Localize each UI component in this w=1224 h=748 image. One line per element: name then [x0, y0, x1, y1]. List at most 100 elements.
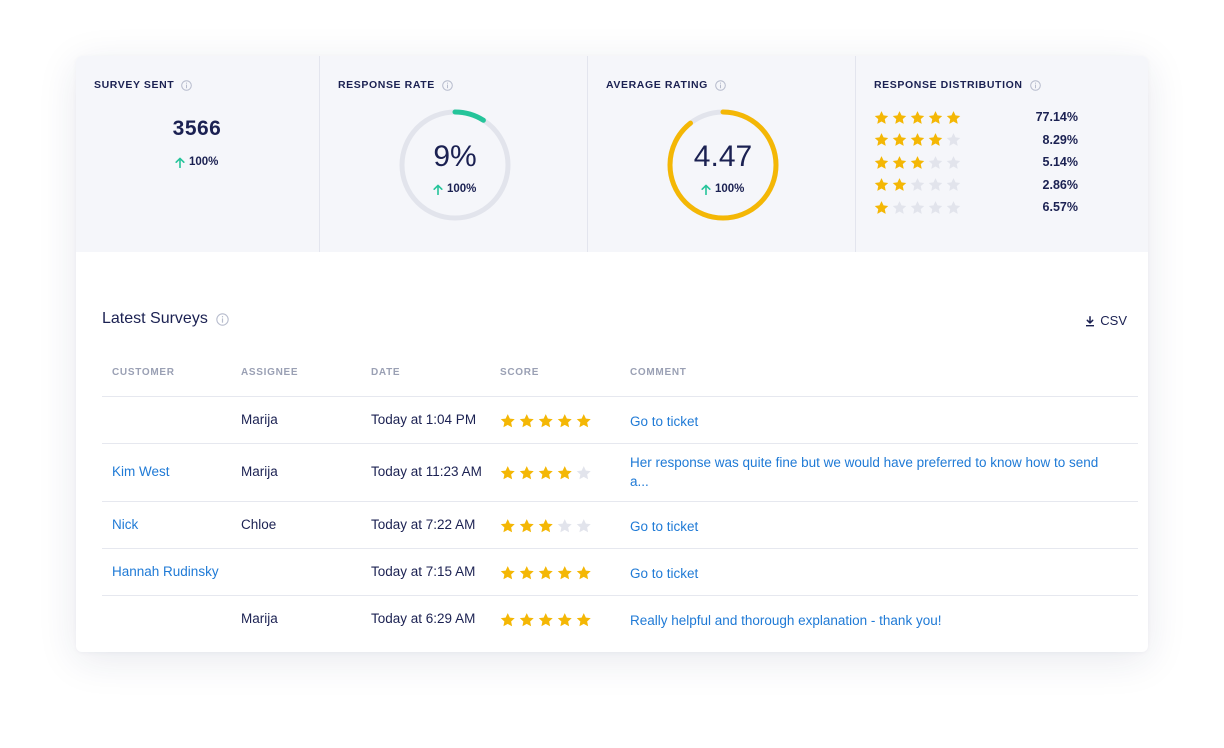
- star-empty-icon: [946, 132, 961, 147]
- info-icon[interactable]: [715, 79, 726, 91]
- average-rating-stat: AVERAGE RATING 4.47 100%: [587, 56, 855, 252]
- customer-link[interactable]: Kim West: [112, 464, 170, 479]
- assignee-name: Marija: [241, 611, 278, 626]
- customer-link[interactable]: Hannah Rudinsky: [112, 564, 219, 579]
- survey-sent-value: 3566: [172, 117, 222, 140]
- star-filled-icon: [910, 132, 925, 147]
- latest-surveys-table: CUSTOMER ASSIGNEE DATE SCORE COMMENT Mar…: [102, 355, 1138, 643]
- star-filled-icon: [557, 465, 573, 481]
- star-empty-icon: [928, 155, 943, 170]
- table-row[interactable]: Hannah Rudinsky Today at 7:15 AM Go to tic…: [102, 549, 1138, 596]
- star-empty-icon: [946, 155, 961, 170]
- csv-label: CSV: [1100, 313, 1127, 328]
- response-rate-gauge: [399, 109, 511, 221]
- star-empty-icon: [928, 177, 943, 192]
- star-filled-icon: [910, 155, 925, 170]
- star-filled-icon: [874, 177, 889, 192]
- response-rate-delta: 100%: [433, 183, 476, 195]
- star-filled-icon: [874, 110, 889, 125]
- star-filled-icon: [874, 132, 889, 147]
- arrow-up-icon: [433, 184, 443, 195]
- star-filled-icon: [519, 518, 535, 534]
- csv-download-button[interactable]: CSV: [1085, 313, 1127, 328]
- stats-panel: SURVEY SENT 3566 100% RESPONSE RATE: [76, 56, 1148, 252]
- response-rate-title-row: RESPONSE RATE: [338, 79, 453, 91]
- comment-link[interactable]: Her response was quite fine but we would…: [630, 455, 1099, 489]
- survey-date: Today at 6:29 AM: [371, 611, 476, 626]
- response-rate-title: RESPONSE RATE: [338, 79, 435, 91]
- column-header-date[interactable]: DATE: [371, 367, 401, 378]
- star-filled-icon: [874, 200, 889, 215]
- score-stars: [500, 612, 592, 628]
- customer-link[interactable]: Nick: [112, 517, 139, 532]
- comment-link[interactable]: Go to ticket: [630, 414, 699, 429]
- response-rate-delta-value: 100%: [447, 183, 477, 195]
- table-row[interactable]: Marija Today at 6:29 AM Really helpful and…: [102, 596, 1138, 643]
- star-filled-icon: [576, 413, 592, 429]
- star-filled-icon: [519, 465, 535, 481]
- column-header-customer[interactable]: CUSTOMER: [112, 367, 175, 378]
- star-filled-icon: [892, 132, 907, 147]
- distribution-stars: [874, 155, 1024, 170]
- star-filled-icon: [538, 413, 554, 429]
- star-filled-icon: [500, 413, 516, 429]
- distribution-percent: 5.14%: [1042, 155, 1078, 170]
- distribution-percent: 6.57%: [1042, 200, 1078, 215]
- star-filled-icon: [946, 110, 961, 125]
- star-filled-icon: [538, 565, 554, 581]
- star-filled-icon: [538, 612, 554, 628]
- download-icon: [1085, 315, 1095, 327]
- column-header-assignee[interactable]: ASSIGNEE: [241, 367, 299, 378]
- latest-surveys-header: Latest Surveys: [102, 310, 229, 328]
- star-filled-icon: [928, 110, 943, 125]
- table-row[interactable]: Nick Chloe Today at 7:22 AM Go to ticket: [102, 502, 1138, 549]
- star-empty-icon: [946, 177, 961, 192]
- star-filled-icon: [519, 413, 535, 429]
- star-filled-icon: [557, 612, 573, 628]
- star-filled-icon: [538, 518, 554, 534]
- star-filled-icon: [576, 565, 592, 581]
- star-empty-icon: [946, 200, 961, 215]
- info-icon[interactable]: [1029, 79, 1041, 91]
- latest-surveys-title: Latest Surveys: [102, 310, 208, 327]
- star-filled-icon: [519, 612, 535, 628]
- average-rating-title: AVERAGE RATING: [606, 79, 708, 91]
- average-rating-value: 4.47: [693, 140, 753, 173]
- star-filled-icon: [538, 465, 554, 481]
- survey-date: Today at 7:15 AM: [371, 564, 476, 579]
- survey-sent-title: SURVEY SENT: [94, 79, 175, 91]
- assignee-name: Marija: [241, 464, 278, 479]
- distribution-percent: 2.86%: [1042, 177, 1078, 192]
- survey-sent-delta: 100%: [175, 156, 218, 168]
- star-empty-icon: [557, 518, 573, 534]
- distribution-stars: [874, 110, 1024, 125]
- star-empty-icon: [576, 465, 592, 481]
- info-icon[interactable]: [442, 79, 453, 91]
- distribution-row: 6.57%: [874, 196, 1078, 219]
- star-filled-icon: [892, 155, 907, 170]
- comment-link[interactable]: Really helpful and thorough explanation …: [630, 613, 942, 628]
- star-filled-icon: [557, 565, 573, 581]
- star-filled-icon: [892, 177, 907, 192]
- info-icon[interactable]: [216, 312, 229, 326]
- table-row[interactable]: Kim West Marija Today at 11:23 AM Her respo…: [102, 444, 1138, 502]
- table-row[interactable]: Marija Today at 1:04 PM Go to ticket: [102, 397, 1138, 444]
- star-filled-icon: [892, 110, 907, 125]
- star-empty-icon: [910, 177, 925, 192]
- star-empty-icon: [576, 518, 592, 534]
- star-filled-icon: [500, 518, 516, 534]
- info-icon[interactable]: [181, 79, 193, 91]
- comment-link[interactable]: Go to ticket: [630, 519, 699, 534]
- survey-dashboard-card: SURVEY SENT 3566 100% RESPONSE RATE: [76, 56, 1148, 652]
- star-filled-icon: [500, 465, 516, 481]
- survey-sent-title-row: SURVEY SENT: [94, 79, 193, 91]
- score-stars: [500, 465, 592, 481]
- table-header: CUSTOMER ASSIGNEE DATE SCORE COMMENT: [102, 355, 1138, 397]
- column-header-comment[interactable]: COMMENT: [630, 367, 687, 378]
- average-rating-gauge: [667, 109, 779, 221]
- score-stars: [500, 565, 592, 581]
- comment-link[interactable]: Go to ticket: [630, 566, 699, 581]
- distribution-percent: 8.29%: [1042, 132, 1078, 147]
- arrow-up-icon: [175, 157, 185, 168]
- column-header-score[interactable]: SCORE: [500, 367, 540, 378]
